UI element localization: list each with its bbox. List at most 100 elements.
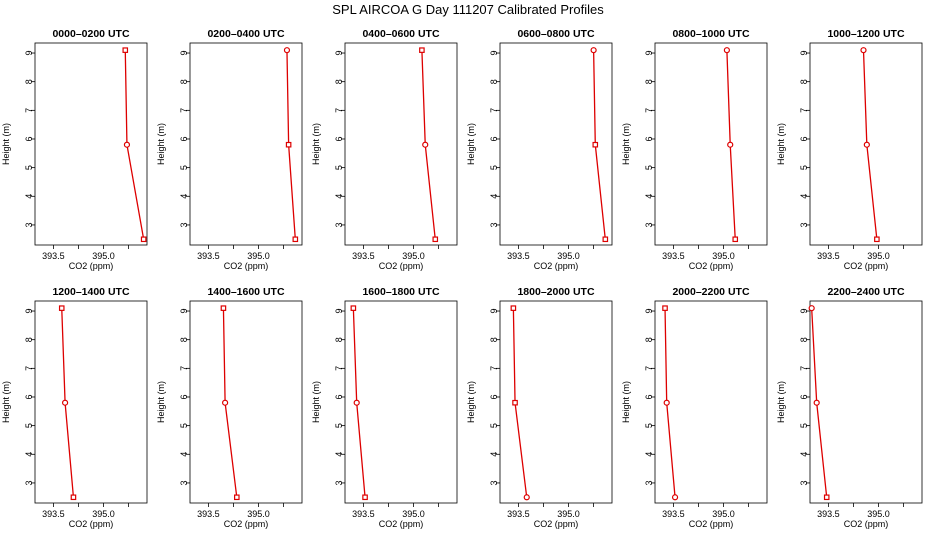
profile-panel: 1200–1400 UTC 393.5 395.0 3 4 5 6 7 8 9 CO2 (ppm) H… bbox=[1, 286, 148, 529]
y-tick-label: 5 bbox=[799, 165, 809, 170]
data-point-circle bbox=[727, 141, 734, 148]
y-tick-label: 9 bbox=[24, 309, 34, 314]
plot-frame bbox=[189, 300, 303, 504]
x-axis-label: CO2 (ppm) bbox=[224, 519, 269, 529]
profile-panel: 1800–2000 UTC 393.5 395.0 3 4 5 6 7 8 9 CO2 (ppm) H… bbox=[466, 286, 613, 529]
y-tick-label: 6 bbox=[644, 394, 654, 399]
y-tick-label: 8 bbox=[179, 79, 189, 84]
y-tick-label: 3 bbox=[24, 480, 34, 485]
y-tick-label: 6 bbox=[24, 136, 34, 141]
y-tick-label: 4 bbox=[799, 452, 809, 457]
y-tick-label: 5 bbox=[644, 165, 654, 170]
y-tick-label: 3 bbox=[644, 480, 654, 485]
x-axis-label: CO2 (ppm) bbox=[69, 519, 114, 529]
profile-panel: 0400–0600 UTC 393.5 395.0 3 4 5 6 7 8 9 CO2 (ppm) H… bbox=[311, 28, 458, 271]
plot-frame bbox=[809, 300, 923, 504]
y-tick-label: 7 bbox=[799, 108, 809, 113]
data-point-circle bbox=[422, 141, 429, 148]
x-axis-label: CO2 (ppm) bbox=[224, 261, 269, 271]
data-point-square bbox=[510, 305, 517, 311]
data-point-square bbox=[70, 494, 77, 501]
y-tick-label: 8 bbox=[489, 79, 499, 84]
y-tick-label: 8 bbox=[644, 79, 654, 84]
data-point-circle bbox=[523, 494, 530, 501]
y-tick-label: 4 bbox=[334, 194, 344, 199]
x-tick-label: 393.5 bbox=[197, 251, 220, 261]
y-tick-label: 9 bbox=[799, 309, 809, 314]
y-tick-label: 4 bbox=[334, 452, 344, 457]
x-axis-label: CO2 (ppm) bbox=[844, 519, 889, 529]
data-point-circle bbox=[808, 305, 815, 312]
y-tick-label: 9 bbox=[24, 51, 34, 56]
y-tick-label: 7 bbox=[24, 108, 34, 113]
y-tick-label: 8 bbox=[179, 337, 189, 342]
plot-frame bbox=[654, 42, 768, 246]
y-tick-label: 5 bbox=[489, 165, 499, 170]
y-tick-label: 7 bbox=[334, 366, 344, 371]
data-point-square bbox=[234, 494, 240, 501]
x-tick-label: 393.5 bbox=[42, 251, 65, 261]
data-point-square bbox=[285, 141, 292, 148]
y-tick-label: 6 bbox=[24, 394, 34, 399]
y-tick-label: 8 bbox=[799, 337, 809, 342]
y-tick-label: 6 bbox=[334, 136, 344, 141]
y-tick-label: 5 bbox=[644, 423, 654, 428]
x-tick-label: 393.5 bbox=[817, 509, 840, 519]
y-tick-label: 9 bbox=[179, 51, 189, 56]
data-point-square bbox=[602, 236, 609, 243]
y-tick-label: 8 bbox=[334, 337, 344, 342]
x-axis-label: CO2 (ppm) bbox=[534, 519, 579, 529]
profile-panel: 2200–2400 UTC 393.5 395.0 3 4 5 6 7 8 9 CO2 (ppm) H… bbox=[776, 286, 923, 529]
y-tick-label: 6 bbox=[799, 136, 809, 141]
x-tick-label: 395.0 bbox=[92, 509, 115, 519]
y-tick-label: 4 bbox=[799, 194, 809, 199]
x-tick-label: 393.5 bbox=[197, 509, 220, 519]
x-axis-label: CO2 (ppm) bbox=[689, 519, 734, 529]
plot-frame bbox=[344, 300, 458, 504]
y-tick-label: 5 bbox=[489, 423, 499, 428]
profile-panel: 0200–0400 UTC 393.5 395.0 3 4 5 6 7 8 9 CO2 (ppm) H… bbox=[156, 28, 303, 271]
y-axis-label: Height (m) bbox=[1, 381, 11, 423]
y-axis-label: Height (m) bbox=[156, 381, 166, 423]
plot-frame bbox=[499, 42, 613, 246]
x-tick-label: 395.0 bbox=[247, 509, 270, 519]
y-tick-label: 9 bbox=[179, 309, 189, 314]
y-tick-label: 9 bbox=[799, 51, 809, 56]
x-tick-label: 393.5 bbox=[352, 509, 375, 519]
y-axis-label: Height (m) bbox=[311, 123, 321, 165]
plot-frame bbox=[499, 300, 613, 504]
x-tick-label: 395.0 bbox=[402, 509, 425, 519]
panel-title: 0000–0200 UTC bbox=[52, 28, 129, 40]
y-tick-label: 7 bbox=[644, 108, 654, 113]
y-tick-label: 6 bbox=[644, 136, 654, 141]
y-tick-label: 6 bbox=[489, 136, 499, 141]
y-tick-label: 8 bbox=[24, 79, 34, 84]
y-axis-label: Height (m) bbox=[776, 381, 786, 423]
data-point-square bbox=[140, 236, 147, 243]
data-point-square bbox=[419, 47, 425, 53]
profile-panel: 2000–2200 UTC 393.5 395.0 3 4 5 6 7 8 9 CO2 (ppm) H… bbox=[621, 286, 768, 529]
panel-title: 0600–0800 UTC bbox=[517, 28, 594, 40]
y-tick-label: 7 bbox=[24, 366, 34, 371]
y-tick-label: 5 bbox=[334, 423, 344, 428]
y-tick-label: 7 bbox=[334, 108, 344, 113]
y-tick-label: 6 bbox=[489, 394, 499, 399]
data-point-square bbox=[220, 305, 227, 311]
data-point-circle bbox=[723, 47, 730, 54]
y-tick-label: 6 bbox=[334, 394, 344, 399]
x-tick-label: 393.5 bbox=[662, 509, 685, 519]
x-axis-label: CO2 (ppm) bbox=[379, 261, 424, 271]
x-tick-label: 393.5 bbox=[507, 251, 530, 261]
y-tick-label: 6 bbox=[799, 394, 809, 399]
plot-frame bbox=[344, 42, 458, 246]
y-tick-label: 9 bbox=[644, 309, 654, 314]
panel-title: 2200–2400 UTC bbox=[827, 286, 904, 298]
plot-frame bbox=[34, 42, 148, 246]
panel-title: 1400–1600 UTC bbox=[207, 286, 284, 298]
data-point-square bbox=[592, 141, 599, 148]
y-tick-label: 3 bbox=[24, 222, 34, 227]
y-tick-label: 4 bbox=[24, 452, 34, 457]
x-tick-label: 395.0 bbox=[92, 251, 115, 261]
y-tick-label: 7 bbox=[799, 366, 809, 371]
y-tick-label: 3 bbox=[334, 480, 344, 485]
